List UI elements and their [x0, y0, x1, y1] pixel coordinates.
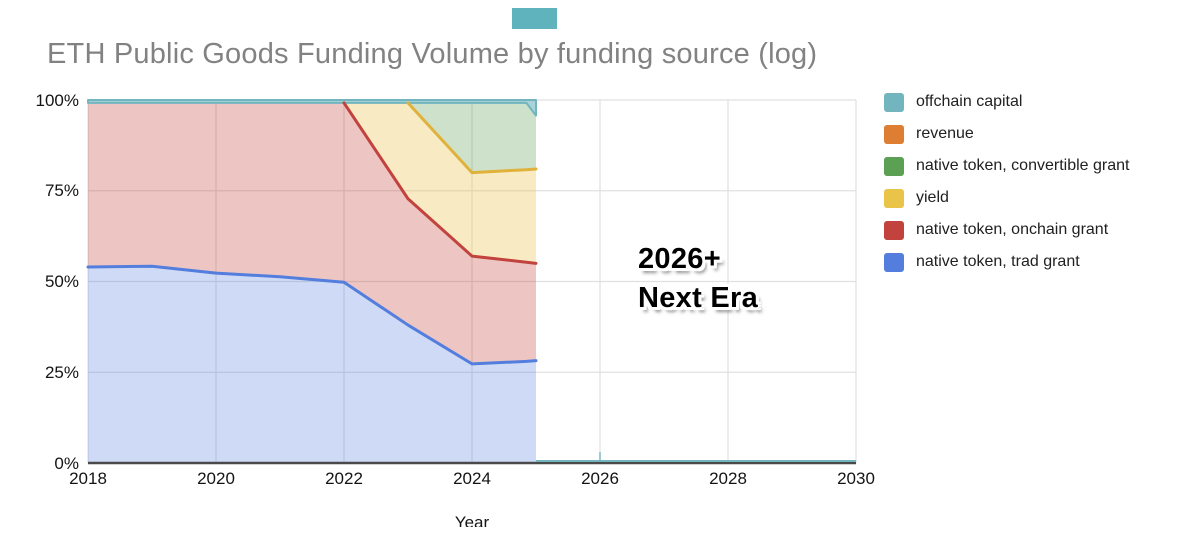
legend-swatch: [884, 188, 904, 208]
y-tick-label: 100%: [35, 90, 79, 110]
legend-label: yield: [916, 189, 949, 206]
legend-item: yield: [884, 188, 949, 208]
legend-item: revenue: [884, 124, 974, 144]
era-annotation-line2: Next Era: [638, 282, 759, 314]
legend-item: offchain capital: [884, 92, 1022, 112]
legend-label: offchain capital: [916, 93, 1023, 110]
y-tick-label: 75%: [44, 181, 79, 201]
x-tick-label: 2028: [709, 469, 747, 488]
x-axis-title: Year: [454, 514, 490, 527]
legend-item: native token, onchain grant: [884, 220, 1108, 240]
x-axis-title-clip: Year: [412, 514, 532, 527]
legend-label: revenue: [916, 125, 974, 142]
legend-label: native token, convertible grant: [916, 157, 1130, 174]
legend-swatch: [884, 220, 904, 240]
legend-swatch: [884, 252, 904, 272]
x-tick-label: 2018: [69, 469, 107, 488]
chart-title: ETH Public Goods Funding Volume by fundi…: [47, 38, 818, 70]
y-tick-label: 50%: [44, 272, 79, 291]
y-tick-label: 0%: [54, 453, 79, 473]
legend-swatch: [884, 156, 904, 176]
y-tick-label: 25%: [44, 362, 79, 382]
x-tick-label: 2024: [453, 469, 491, 488]
legend-item: native token, trad grant: [884, 252, 1080, 272]
legend-swatch: [884, 124, 904, 144]
x-tick-label: 2030: [837, 469, 875, 488]
x-tick-label: 2026: [581, 469, 619, 488]
legend-swatch: [884, 92, 904, 112]
era-annotation-line1: 2026+: [638, 243, 721, 275]
legend-label: native token, onchain grant: [916, 221, 1109, 238]
x-tick-label: 2020: [197, 469, 235, 488]
legend-label: native token, trad grant: [916, 253, 1080, 270]
stray-teal-rect: [512, 8, 557, 29]
era-annotation: 2026+ Next Era: [638, 240, 758, 318]
x-tick-label: 2022: [325, 469, 363, 488]
legend-item: native token, convertible grant: [884, 156, 1129, 176]
